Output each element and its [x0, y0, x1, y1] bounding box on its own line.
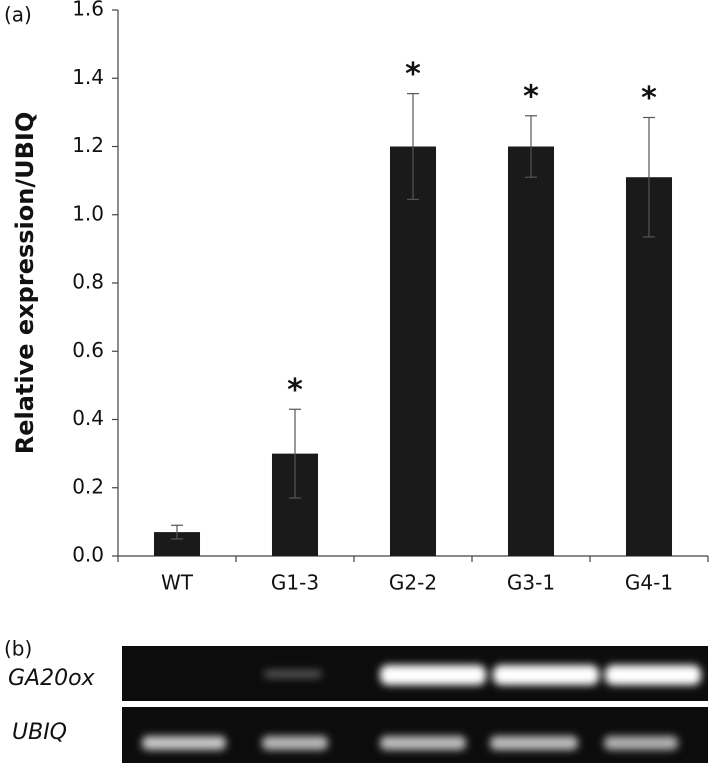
- y-tick-label: 0.6: [72, 338, 104, 362]
- panel-label: (a): [4, 3, 32, 27]
- gel-band: [605, 665, 701, 685]
- gel-band: [380, 736, 466, 750]
- x-tick-label: G4-1: [625, 571, 673, 595]
- gel-band: [264, 670, 322, 678]
- bar: [153, 532, 201, 556]
- y-tick-label: 1.6: [72, 0, 104, 21]
- x-tick-label: WT: [161, 571, 194, 595]
- gel-band: [380, 665, 486, 685]
- x-tick-label: G2-2: [389, 571, 437, 595]
- gel-band: [490, 736, 578, 750]
- significance-marker: *: [641, 81, 657, 116]
- y-tick-label: 1.2: [72, 133, 104, 157]
- y-tick-label: 1.4: [72, 65, 104, 89]
- gel: [122, 646, 708, 763]
- y-tick-label: 1.0: [72, 201, 104, 225]
- gel-band: [142, 736, 226, 750]
- gel-band: [493, 665, 599, 685]
- gel-band: [262, 736, 328, 750]
- bar: [625, 177, 673, 556]
- x-tick-label: G3-1: [507, 571, 555, 595]
- gel-label: GA20ox: [8, 666, 96, 691]
- bar: [389, 146, 437, 556]
- significance-marker: *: [523, 79, 539, 114]
- significance-marker: *: [405, 57, 421, 92]
- y-tick-label: 0.8: [72, 270, 104, 294]
- gel-label: UBIQ: [12, 720, 67, 745]
- panel-label: (b): [4, 637, 32, 661]
- bar: [507, 146, 555, 556]
- y-axis-label: Relative expression/UBIQ: [11, 112, 39, 454]
- y-tick-label: 0.4: [72, 406, 104, 430]
- significance-marker: *: [287, 373, 303, 408]
- gel-lane-strip: [122, 707, 708, 763]
- gel-band: [604, 736, 678, 750]
- x-tick-label: G1-3: [271, 571, 319, 595]
- y-tick-label: 0.0: [72, 543, 104, 567]
- y-tick-label: 0.2: [72, 474, 104, 498]
